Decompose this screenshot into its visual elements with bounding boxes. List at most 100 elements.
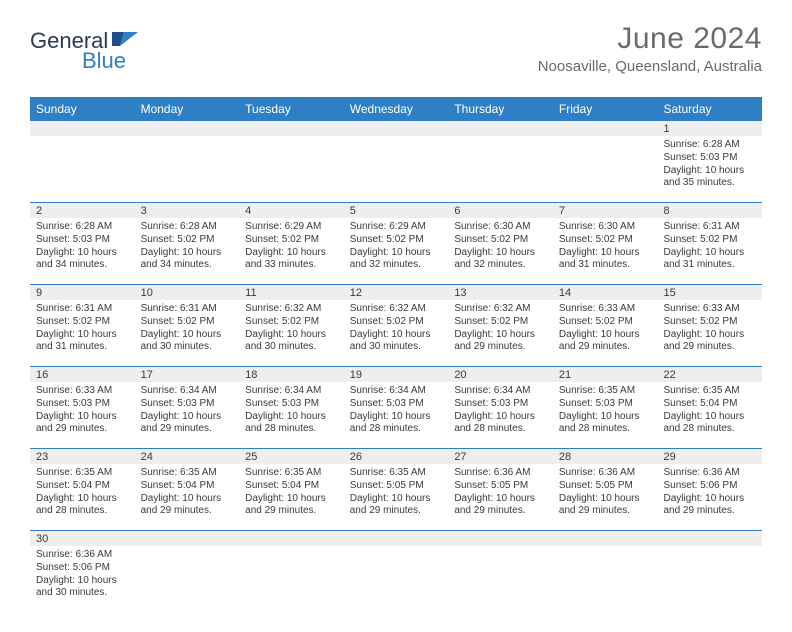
sunrise-line: Sunrise: 6:31 AM	[36, 303, 129, 316]
sunrise-line: Sunrise: 6:35 AM	[559, 385, 652, 398]
day-number: 20	[448, 367, 553, 382]
sunset-line: Sunset: 5:02 PM	[141, 234, 234, 247]
sunrise-line: Sunrise: 6:30 AM	[454, 221, 547, 234]
daylight-line: Daylight: 10 hours and 28 minutes.	[245, 411, 338, 437]
sunset-line: Sunset: 5:02 PM	[559, 234, 652, 247]
daylight-line: Daylight: 10 hours and 29 minutes.	[350, 493, 443, 519]
day-number	[344, 531, 449, 546]
daylight-line: Daylight: 10 hours and 28 minutes.	[454, 411, 547, 437]
daylight-line: Daylight: 10 hours and 34 minutes.	[141, 247, 234, 273]
day-cell	[448, 136, 553, 202]
day-number: 13	[448, 285, 553, 300]
cell-row: Sunrise: 6:35 AMSunset: 5:04 PMDaylight:…	[30, 464, 762, 530]
day-cell: Sunrise: 6:31 AMSunset: 5:02 PMDaylight:…	[657, 218, 762, 284]
sunrise-line: Sunrise: 6:29 AM	[245, 221, 338, 234]
daynum-row: 23242526272829	[30, 449, 762, 464]
sunrise-line: Sunrise: 6:34 AM	[350, 385, 443, 398]
daylight-line: Daylight: 10 hours and 29 minutes.	[245, 493, 338, 519]
title-block: June 2024 Noosaville, Queensland, Austra…	[538, 22, 762, 75]
sunrise-line: Sunrise: 6:33 AM	[36, 385, 129, 398]
daylight-line: Daylight: 10 hours and 28 minutes.	[36, 493, 129, 519]
daylight-line: Daylight: 10 hours and 29 minutes.	[141, 493, 234, 519]
daylight-line: Daylight: 10 hours and 35 minutes.	[663, 165, 756, 191]
sunset-line: Sunset: 5:06 PM	[663, 480, 756, 493]
day-cell: Sunrise: 6:34 AMSunset: 5:03 PMDaylight:…	[135, 382, 240, 448]
calendar-week: 9101112131415Sunrise: 6:31 AMSunset: 5:0…	[30, 285, 762, 367]
sunrise-line: Sunrise: 6:35 AM	[141, 467, 234, 480]
day-cell: Sunrise: 6:28 AMSunset: 5:03 PMDaylight:…	[30, 218, 135, 284]
day-number: 5	[344, 203, 449, 218]
day-number: 10	[135, 285, 240, 300]
day-number: 28	[553, 449, 658, 464]
dow-mon: Monday	[135, 97, 240, 121]
day-cell	[239, 546, 344, 612]
day-cell: Sunrise: 6:30 AMSunset: 5:02 PMDaylight:…	[553, 218, 658, 284]
day-cell: Sunrise: 6:32 AMSunset: 5:02 PMDaylight:…	[448, 300, 553, 366]
day-number	[239, 121, 344, 136]
day-number	[239, 531, 344, 546]
day-cell: Sunrise: 6:32 AMSunset: 5:02 PMDaylight:…	[344, 300, 449, 366]
day-cell: Sunrise: 6:33 AMSunset: 5:02 PMDaylight:…	[657, 300, 762, 366]
sunset-line: Sunset: 5:02 PM	[663, 234, 756, 247]
cell-row: Sunrise: 6:33 AMSunset: 5:03 PMDaylight:…	[30, 382, 762, 448]
day-cell	[657, 546, 762, 612]
day-cell	[553, 546, 658, 612]
day-number: 4	[239, 203, 344, 218]
day-cell: Sunrise: 6:36 AMSunset: 5:05 PMDaylight:…	[553, 464, 658, 530]
daylight-line: Daylight: 10 hours and 32 minutes.	[454, 247, 547, 273]
sunrise-line: Sunrise: 6:34 AM	[454, 385, 547, 398]
sunrise-line: Sunrise: 6:30 AM	[559, 221, 652, 234]
day-cell: Sunrise: 6:32 AMSunset: 5:02 PMDaylight:…	[239, 300, 344, 366]
sunset-line: Sunset: 5:02 PM	[350, 316, 443, 329]
daylight-line: Daylight: 10 hours and 30 minutes.	[36, 575, 129, 601]
day-cell	[553, 136, 658, 202]
day-number: 15	[657, 285, 762, 300]
day-number: 25	[239, 449, 344, 464]
day-number	[344, 121, 449, 136]
day-cell: Sunrise: 6:36 AMSunset: 5:05 PMDaylight:…	[448, 464, 553, 530]
sunrise-line: Sunrise: 6:36 AM	[559, 467, 652, 480]
sunrise-line: Sunrise: 6:34 AM	[245, 385, 338, 398]
day-number: 6	[448, 203, 553, 218]
daylight-line: Daylight: 10 hours and 28 minutes.	[559, 411, 652, 437]
dow-fri: Friday	[553, 97, 658, 121]
sunrise-line: Sunrise: 6:36 AM	[663, 467, 756, 480]
sunrise-line: Sunrise: 6:35 AM	[245, 467, 338, 480]
day-cell: Sunrise: 6:35 AMSunset: 5:04 PMDaylight:…	[239, 464, 344, 530]
day-number: 26	[344, 449, 449, 464]
sunset-line: Sunset: 5:03 PM	[36, 234, 129, 247]
day-number: 29	[657, 449, 762, 464]
calendar-page: General June 2024 Noosaville, Queensland…	[0, 0, 792, 632]
sunset-line: Sunset: 5:03 PM	[454, 398, 547, 411]
day-number: 27	[448, 449, 553, 464]
sunrise-line: Sunrise: 6:35 AM	[36, 467, 129, 480]
daylight-line: Daylight: 10 hours and 28 minutes.	[663, 411, 756, 437]
sunset-line: Sunset: 5:03 PM	[36, 398, 129, 411]
calendar-header-row: Sunday Monday Tuesday Wednesday Thursday…	[30, 97, 762, 121]
sunset-line: Sunset: 5:03 PM	[141, 398, 234, 411]
day-cell: Sunrise: 6:35 AMSunset: 5:04 PMDaylight:…	[135, 464, 240, 530]
calendar-week: 1Sunrise: 6:28 AMSunset: 5:03 PMDaylight…	[30, 121, 762, 203]
daylight-line: Daylight: 10 hours and 31 minutes.	[36, 329, 129, 355]
sunrise-line: Sunrise: 6:28 AM	[663, 139, 756, 152]
calendar: Sunday Monday Tuesday Wednesday Thursday…	[30, 97, 762, 612]
sunset-line: Sunset: 5:02 PM	[245, 316, 338, 329]
day-number	[135, 121, 240, 136]
calendar-body: 1Sunrise: 6:28 AMSunset: 5:03 PMDaylight…	[30, 121, 762, 612]
sunset-line: Sunset: 5:04 PM	[245, 480, 338, 493]
day-cell	[448, 546, 553, 612]
sunset-line: Sunset: 5:05 PM	[454, 480, 547, 493]
day-cell: Sunrise: 6:34 AMSunset: 5:03 PMDaylight:…	[239, 382, 344, 448]
day-cell	[344, 136, 449, 202]
daylight-line: Daylight: 10 hours and 30 minutes.	[350, 329, 443, 355]
daylight-line: Daylight: 10 hours and 29 minutes.	[559, 493, 652, 519]
sunset-line: Sunset: 5:04 PM	[141, 480, 234, 493]
sunset-line: Sunset: 5:03 PM	[245, 398, 338, 411]
calendar-week: 23242526272829Sunrise: 6:35 AMSunset: 5:…	[30, 449, 762, 531]
day-cell: Sunrise: 6:31 AMSunset: 5:02 PMDaylight:…	[30, 300, 135, 366]
sunset-line: Sunset: 5:04 PM	[663, 398, 756, 411]
daylight-line: Daylight: 10 hours and 29 minutes.	[559, 329, 652, 355]
daylight-line: Daylight: 10 hours and 29 minutes.	[454, 329, 547, 355]
day-number	[553, 121, 658, 136]
daylight-line: Daylight: 10 hours and 30 minutes.	[245, 329, 338, 355]
